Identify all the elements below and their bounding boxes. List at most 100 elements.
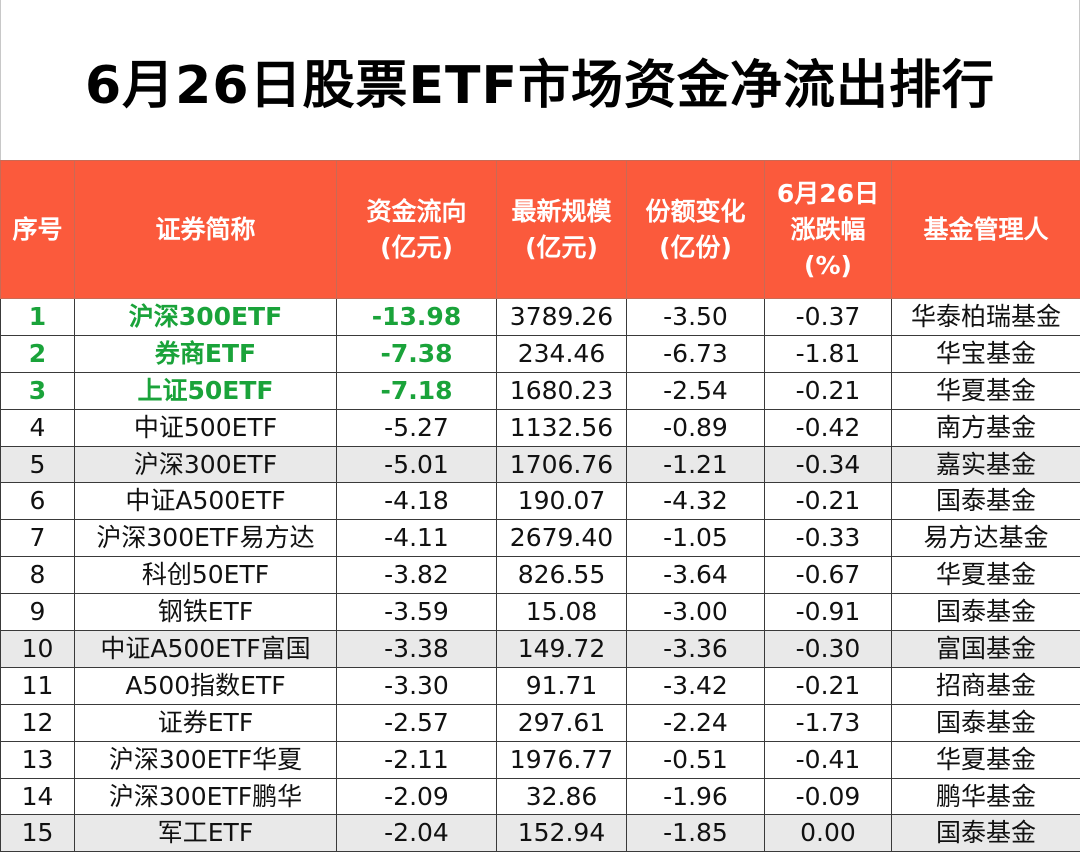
header-flow-label: 资金流向 <box>337 194 496 230</box>
change-cell: -0.37 <box>765 299 892 336</box>
share-cell: -6.73 <box>627 335 765 372</box>
change-cell: -0.42 <box>765 409 892 446</box>
flow-cell: -2.11 <box>337 741 497 778</box>
name-cell: 军工ETF <box>75 815 337 852</box>
flow-cell: -7.18 <box>337 372 497 409</box>
size-cell: 1706.76 <box>497 446 627 483</box>
rank-cell: 9 <box>1 594 75 631</box>
manager-cell: 国泰基金 <box>892 704 1080 741</box>
header-change-date: 6月26日 <box>765 176 891 212</box>
rank-cell: 3 <box>1 372 75 409</box>
share-cell: -3.36 <box>627 631 765 668</box>
size-cell: 3789.26 <box>497 299 627 336</box>
rank-cell: 6 <box>1 483 75 520</box>
name-cell: 中证500ETF <box>75 409 337 446</box>
flow-cell: -3.38 <box>337 631 497 668</box>
rank-cell: 5 <box>1 446 75 483</box>
name-cell: 券商ETF <box>75 335 337 372</box>
share-cell: -1.85 <box>627 815 765 852</box>
flow-cell: -5.01 <box>337 446 497 483</box>
name-cell: 沪深300ETF <box>75 299 337 336</box>
header-change-label: 涨跌幅 <box>765 212 891 248</box>
rank-cell: 8 <box>1 557 75 594</box>
manager-cell: 招商基金 <box>892 667 1080 704</box>
share-cell: -1.96 <box>627 778 765 815</box>
share-cell: -1.21 <box>627 446 765 483</box>
change-cell: -0.21 <box>765 667 892 704</box>
share-cell: -2.54 <box>627 372 765 409</box>
rank-cell: 10 <box>1 631 75 668</box>
share-cell: -0.89 <box>627 409 765 446</box>
rank-cell: 7 <box>1 520 75 557</box>
change-cell: -1.73 <box>765 704 892 741</box>
share-cell: -1.05 <box>627 520 765 557</box>
size-cell: 32.86 <box>497 778 627 815</box>
rank-cell: 12 <box>1 704 75 741</box>
name-cell: 上证50ETF <box>75 372 337 409</box>
flow-cell: -4.11 <box>337 520 497 557</box>
change-cell: -0.67 <box>765 557 892 594</box>
header-size-unit: (亿元) <box>497 230 626 266</box>
rank-cell: 15 <box>1 815 75 852</box>
size-cell: 1132.56 <box>497 409 627 446</box>
name-cell: 中证A500ETF富国 <box>75 631 337 668</box>
manager-cell: 南方基金 <box>892 409 1080 446</box>
share-cell: -0.51 <box>627 741 765 778</box>
flow-cell: -3.30 <box>337 667 497 704</box>
header-name: 证券简称 <box>75 161 337 299</box>
change-cell: -0.34 <box>765 446 892 483</box>
change-cell: -1.81 <box>765 335 892 372</box>
size-cell: 2679.40 <box>497 520 627 557</box>
flow-cell: -2.04 <box>337 815 497 852</box>
page-title: 6月26日股票ETF市场资金净流出排行 <box>0 0 1080 160</box>
size-cell: 1976.77 <box>497 741 627 778</box>
size-cell: 15.08 <box>497 594 627 631</box>
manager-cell: 华夏基金 <box>892 372 1080 409</box>
rank-cell: 14 <box>1 778 75 815</box>
header-change-unit: (%) <box>765 248 891 284</box>
flow-cell: -2.09 <box>337 778 497 815</box>
size-cell: 297.61 <box>497 704 627 741</box>
flow-cell: -4.18 <box>337 483 497 520</box>
name-cell: 科创50ETF <box>75 557 337 594</box>
name-cell: 证券ETF <box>75 704 337 741</box>
header-share: 份额变化 (亿份) <box>627 161 765 299</box>
size-cell: 91.71 <box>497 667 627 704</box>
manager-cell: 华夏基金 <box>892 557 1080 594</box>
size-cell: 234.46 <box>497 335 627 372</box>
share-cell: -3.00 <box>627 594 765 631</box>
change-cell: -0.21 <box>765 483 892 520</box>
change-cell: -0.09 <box>765 778 892 815</box>
size-cell: 1680.23 <box>497 372 627 409</box>
header-size: 最新规模 (亿元) <box>497 161 627 299</box>
flow-cell: -7.38 <box>337 335 497 372</box>
header-flow-unit: (亿元) <box>337 230 496 266</box>
manager-cell: 鹏华基金 <box>892 778 1080 815</box>
size-cell: 190.07 <box>497 483 627 520</box>
change-cell: -0.91 <box>765 594 892 631</box>
etf-outflow-table: 序号 证券简称 资金流向 (亿元) 最新规模 (亿元) 份额变化 (亿份) 6月… <box>0 160 1080 852</box>
manager-cell: 华宝基金 <box>892 335 1080 372</box>
change-cell: -0.21 <box>765 372 892 409</box>
manager-cell: 嘉实基金 <box>892 446 1080 483</box>
name-cell: 沪深300ETF华夏 <box>75 741 337 778</box>
rank-cell: 4 <box>1 409 75 446</box>
name-cell: 中证A500ETF <box>75 483 337 520</box>
name-cell: 沪深300ETF易方达 <box>75 520 337 557</box>
manager-cell: 易方达基金 <box>892 520 1080 557</box>
size-cell: 826.55 <box>497 557 627 594</box>
manager-cell: 国泰基金 <box>892 594 1080 631</box>
size-cell: 152.94 <box>497 815 627 852</box>
